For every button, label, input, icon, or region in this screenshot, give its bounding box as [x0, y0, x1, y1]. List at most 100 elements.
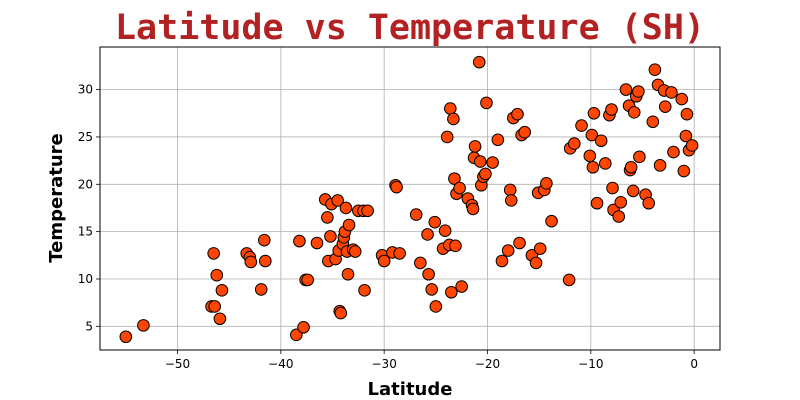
data-point [606, 181, 619, 195]
data-point [503, 183, 517, 197]
data-point [590, 196, 604, 210]
data-point [425, 283, 439, 296]
data-point [341, 267, 355, 281]
data-point [468, 140, 482, 153]
data-point [324, 230, 337, 243]
data-point [605, 103, 618, 116]
data-point [414, 256, 427, 270]
data-point [421, 228, 434, 241]
data-point [447, 112, 460, 126]
data-point [648, 63, 662, 77]
data-point [448, 172, 461, 185]
y-tick-label: 15 [78, 225, 93, 239]
data-point [545, 214, 558, 228]
data-point [587, 106, 601, 120]
x-tick-label: −20 [475, 357, 500, 371]
y-tick-label: 20 [78, 177, 93, 191]
data-point [409, 208, 423, 221]
data-point [137, 319, 150, 332]
data-point [583, 149, 597, 163]
y-tick-label: 25 [78, 130, 93, 144]
data-point [633, 150, 646, 164]
data-point [486, 156, 499, 169]
data-point [619, 83, 633, 96]
x-tick-label: −10 [578, 357, 603, 371]
data-point [377, 254, 391, 268]
data-point [290, 328, 303, 342]
data-point [585, 128, 599, 142]
data-point [321, 211, 334, 224]
data-point [440, 130, 454, 144]
data-point [632, 85, 645, 98]
data-point [208, 300, 221, 313]
data-point [626, 184, 640, 198]
data-point [511, 107, 524, 121]
data-point [586, 160, 600, 174]
data-point [258, 233, 271, 247]
data-point [599, 157, 612, 170]
data-point [646, 115, 660, 129]
data-point [393, 247, 406, 260]
data-point [444, 102, 457, 115]
data-point [562, 273, 576, 287]
y-axis-label: Temperature [46, 133, 67, 262]
data-point [575, 119, 588, 132]
x-tick-label: −40 [268, 357, 293, 371]
data-point [491, 133, 505, 147]
data-point [213, 312, 227, 326]
y-tick-label: 30 [78, 83, 93, 97]
data-point [455, 280, 468, 293]
data-points [119, 55, 699, 344]
data-point [501, 244, 515, 257]
data-point [210, 268, 224, 282]
data-point [429, 300, 443, 313]
data-point [513, 236, 526, 250]
data-point [453, 181, 466, 195]
data-point [422, 267, 435, 281]
x-tick-label: 0 [690, 357, 698, 371]
chart-title: Latitude vs Temperature (SH) [114, 8, 705, 48]
data-point [438, 224, 452, 237]
data-point [624, 160, 638, 174]
data-point [254, 283, 268, 296]
data-point [540, 177, 553, 190]
data-point [594, 134, 608, 148]
data-point [504, 194, 518, 207]
data-point [495, 254, 509, 268]
data-point [301, 273, 315, 287]
data-point [293, 234, 306, 248]
data-point [361, 204, 374, 218]
data-point [473, 155, 487, 168]
data-point [334, 306, 348, 320]
data-point [244, 255, 258, 269]
y-tick-label: 10 [78, 272, 93, 286]
data-point [680, 107, 694, 121]
data-point [658, 100, 672, 113]
data-point [466, 202, 480, 216]
data-point [259, 254, 272, 268]
data-point [612, 210, 626, 223]
data-point [358, 284, 371, 297]
data-point [445, 285, 458, 299]
data-point [479, 167, 492, 181]
data-point [627, 106, 641, 119]
data-point [428, 215, 442, 229]
x-tick-label: −30 [372, 357, 397, 371]
data-point [667, 145, 680, 159]
data-point [642, 196, 656, 210]
data-point [480, 96, 493, 110]
data-point [529, 256, 543, 270]
data-point [119, 330, 133, 344]
data-point [207, 247, 220, 260]
data-point [614, 195, 628, 209]
data-point [679, 129, 693, 143]
data-point [677, 164, 691, 178]
axis-ticks: −50 −40 −30 −20 −10 0 5 10 15 20 25 30 [78, 83, 698, 371]
data-point [310, 236, 324, 250]
data-point [675, 92, 689, 106]
data-point [215, 284, 229, 297]
data-point [533, 242, 547, 255]
data-point [339, 201, 353, 215]
data-point [348, 245, 362, 258]
x-tick-label: −50 [165, 357, 190, 371]
